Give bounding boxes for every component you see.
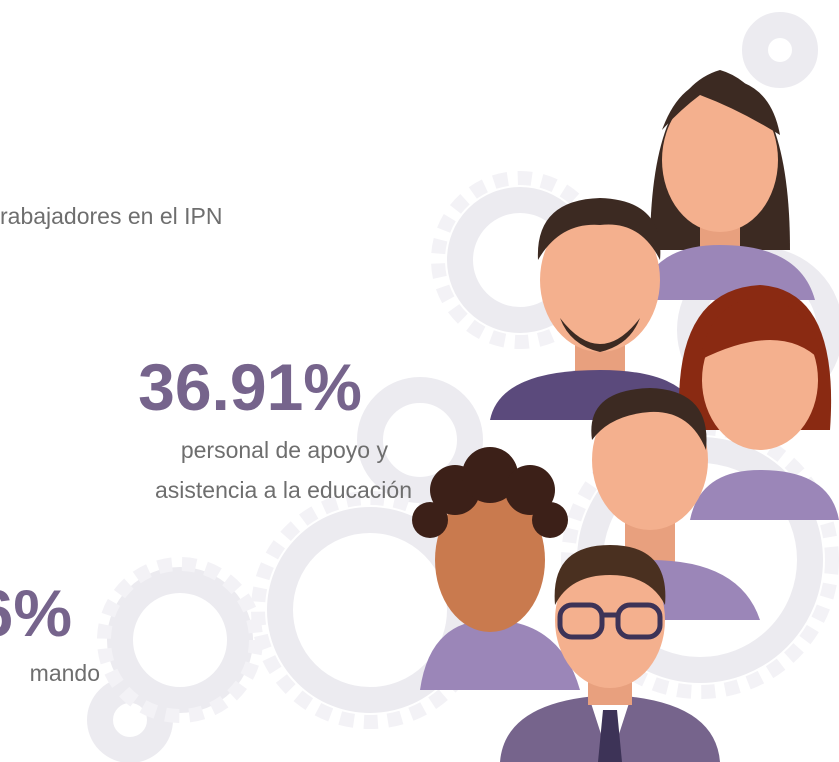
person-curly xyxy=(412,447,580,690)
stat-label: rabajadores en el IPN xyxy=(0,203,222,229)
stat-value: 36.91% xyxy=(138,350,362,424)
stat-label: mando xyxy=(30,660,100,686)
person-glasses xyxy=(500,545,720,762)
person-woman-red xyxy=(679,285,839,520)
person-woman-top xyxy=(640,70,815,300)
stat-value: 6% xyxy=(0,576,72,650)
stat-label: asistencia a la educación xyxy=(155,477,412,503)
stat-label: personal de apoyo y xyxy=(181,437,389,463)
person-man-beard xyxy=(490,198,700,420)
